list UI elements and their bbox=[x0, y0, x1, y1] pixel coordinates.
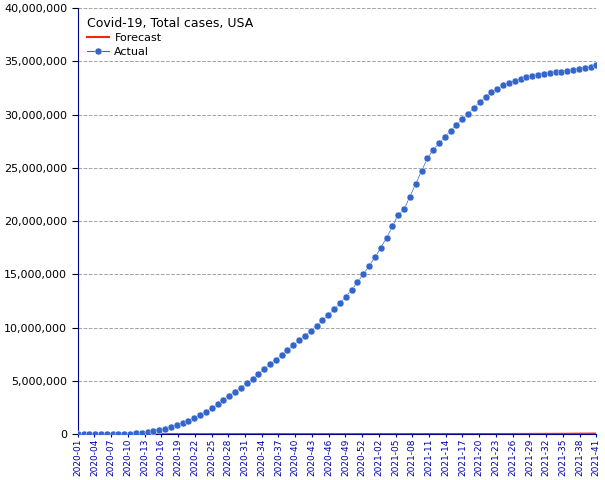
Legend: Forecast, Actual: Forecast, Actual bbox=[83, 14, 256, 60]
